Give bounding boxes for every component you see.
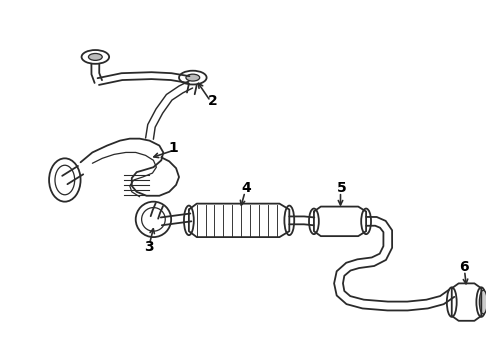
Text: 3: 3 [144, 240, 153, 254]
Text: 2: 2 [208, 94, 218, 108]
Text: 6: 6 [459, 260, 468, 274]
Text: 5: 5 [337, 181, 346, 195]
Ellipse shape [89, 54, 102, 60]
Ellipse shape [186, 74, 200, 81]
Text: 4: 4 [241, 181, 251, 195]
Text: 1: 1 [168, 141, 178, 156]
Ellipse shape [479, 290, 487, 314]
